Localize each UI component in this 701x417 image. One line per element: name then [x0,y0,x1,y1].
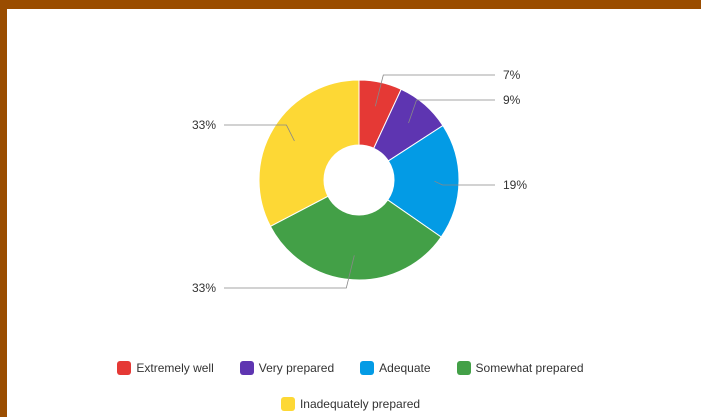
legend-label: Extremely well [136,361,214,375]
slice-inadequately-prepared[interactable] [258,79,360,228]
data-label: 9% [503,93,521,107]
leader-line [408,99,495,124]
legend-item-inadequately-prepared[interactable]: Inadequately prepared [280,397,421,411]
legend-swatch [280,397,295,411]
legend-swatch [117,361,132,375]
chart-frame [7,9,701,417]
data-label: 33% [192,118,216,132]
legend-item-somewhat-prepared[interactable]: Somewhat prepared [456,361,584,375]
legend-label: Somewhat prepared [475,361,584,375]
legend-item-extremely-well[interactable]: Extremely well [117,361,214,375]
legend-swatch [456,361,471,375]
slice-somewhat-prepared[interactable] [269,195,442,281]
slices-group [258,79,460,281]
callouts-group: 7% 9% 19% 33% 33% [192,68,527,295]
leader-line [224,124,295,142]
legend-swatch [360,361,375,375]
legend-label: Inadequately prepared [299,397,421,411]
legend-item-very-prepared[interactable]: Very prepared [239,361,335,375]
legend-row-2: Inadequately prepared [0,397,701,411]
legend-row-1: Extremely well Very prepared Adequate So… [0,361,701,375]
data-label: 19% [503,178,527,192]
leader-line [374,74,495,107]
legend-swatch [239,361,254,375]
leader-line [224,255,355,289]
legend-label: Very prepared [258,361,335,375]
data-label: 33% [192,281,216,295]
leader-line [434,180,495,186]
legend-item-adequate[interactable]: Adequate [360,361,431,375]
slice-adequate[interactable] [387,124,460,238]
legend-label: Adequate [379,361,431,375]
data-label: 7% [503,68,521,82]
